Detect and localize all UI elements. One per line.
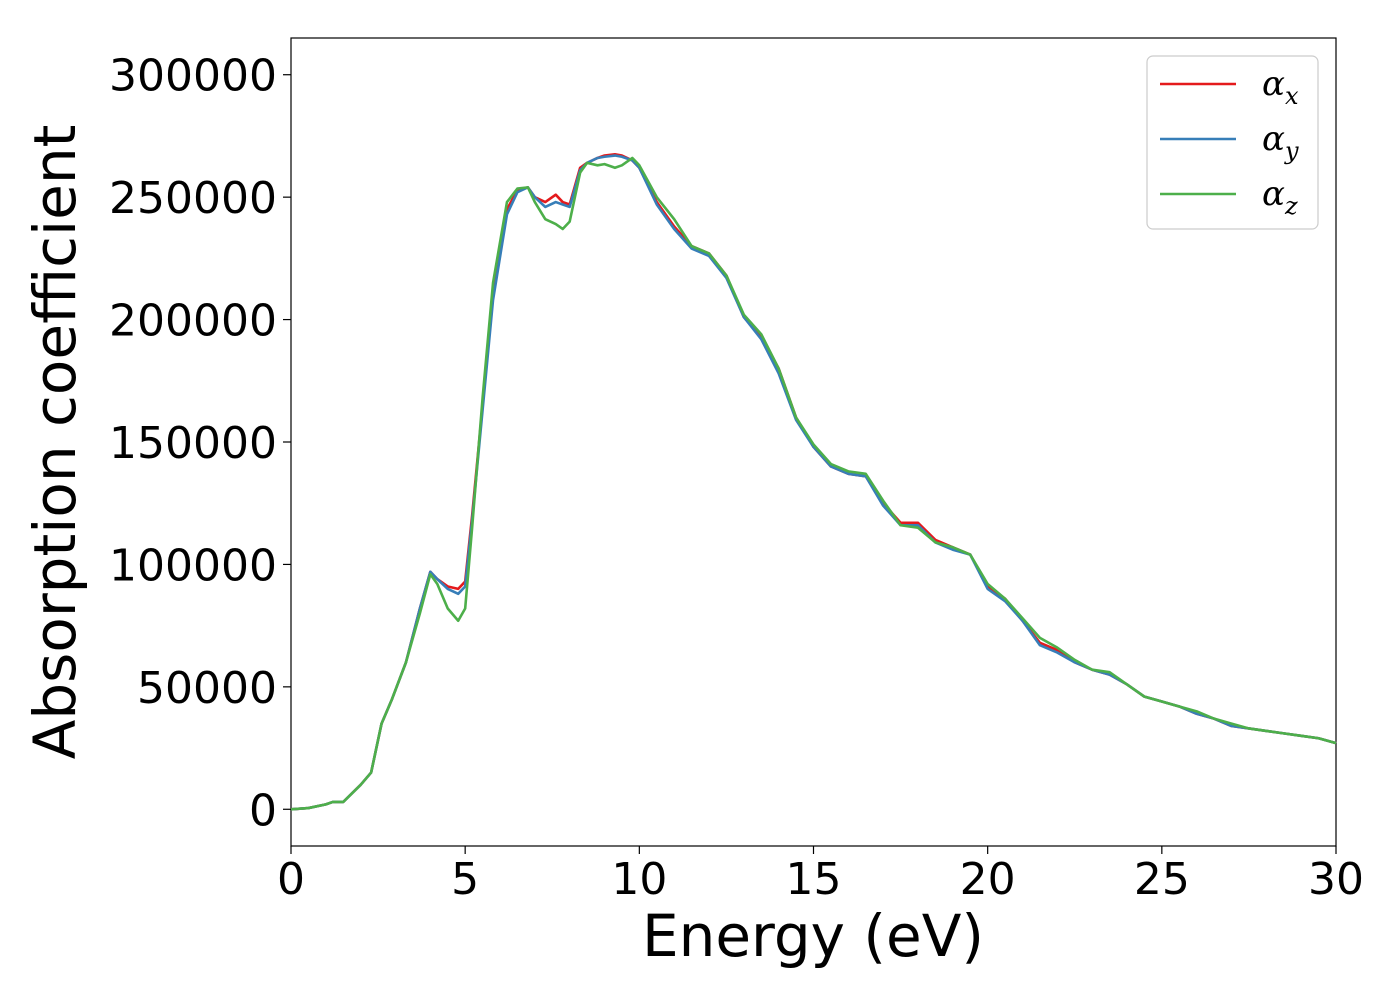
x-tick-label: 10	[611, 854, 667, 905]
legend-subscript: y	[1284, 137, 1299, 165]
legend-label-z: αz	[1262, 174, 1298, 220]
y-tick-label: 50000	[137, 663, 277, 714]
legend-alpha: α	[1262, 119, 1285, 159]
x-axis-ticks: 0 5 10 15 20 25 30	[277, 846, 1364, 905]
legend-subscript: z	[1284, 192, 1298, 220]
series-line-z	[290, 156, 1337, 811]
y-axis-ticks: 0 50000 100000 150000 200000 250000 300000	[109, 51, 291, 836]
x-tick-label: 5	[451, 854, 479, 905]
legend-box	[1146, 55, 1319, 230]
x-tick-label: 15	[786, 854, 842, 905]
legend-subscript: x	[1285, 82, 1299, 110]
y-tick-label: 100000	[109, 540, 277, 591]
x-tick-label: 0	[277, 854, 305, 905]
x-tick-label: 20	[960, 854, 1016, 905]
legend-label-x: αx	[1262, 64, 1299, 110]
y-tick-label: 200000	[109, 296, 277, 347]
legend-alpha: α	[1262, 64, 1285, 104]
legend-alpha: α	[1262, 174, 1285, 214]
y-tick-label: 150000	[109, 418, 277, 469]
y-axis-title: Absorption coefficient	[21, 125, 89, 760]
x-tick-label: 25	[1134, 854, 1190, 905]
x-tick-label: 30	[1308, 854, 1364, 905]
y-tick-label: 300000	[109, 51, 277, 102]
series-lines	[290, 153, 1337, 811]
y-tick-label: 250000	[109, 173, 277, 224]
x-axis-title: Energy (eV)	[642, 902, 984, 970]
y-tick-label: 0	[249, 785, 277, 836]
legend-label-y: αy	[1262, 119, 1299, 165]
